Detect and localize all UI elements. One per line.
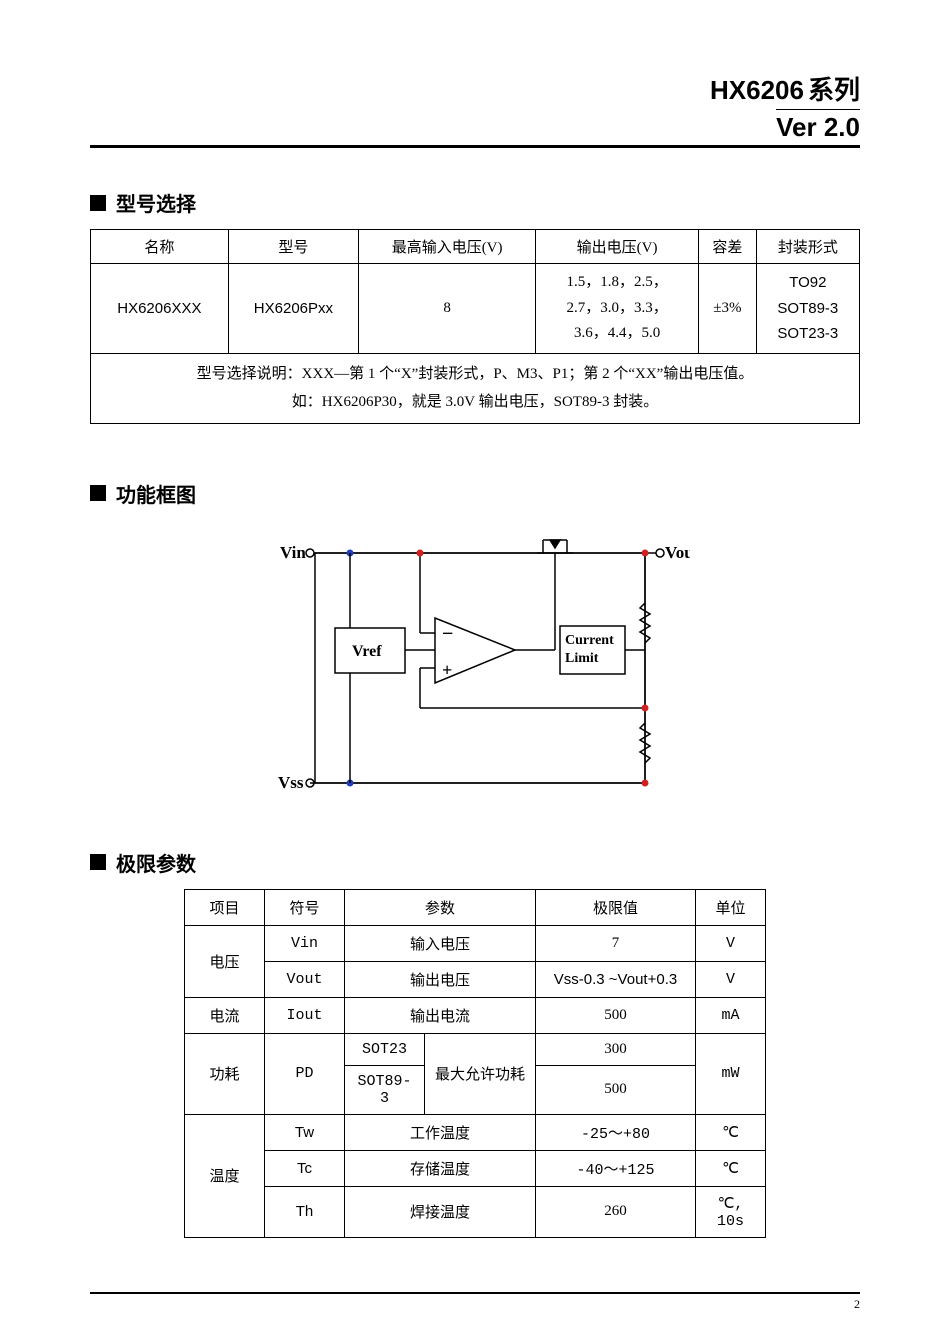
label-climit1: Current <box>565 633 614 648</box>
table-row: 电压 Vin 输入电压 7 V <box>184 925 765 961</box>
block-diagram: Vin Vou Vss Vref Current Limit − + <box>90 528 860 808</box>
cell: 7 <box>536 925 696 961</box>
cell: Vss-0.3 ~Vout+0.3 <box>536 961 696 997</box>
label-plus: + <box>442 660 452 680</box>
cell: 最大允许功耗 <box>424 1033 535 1114</box>
cell: 电压 <box>184 925 264 997</box>
col-param: 参数 <box>344 889 535 925</box>
col-vout: 输出电压(V) <box>536 230 699 264</box>
col-item: 项目 <box>184 889 264 925</box>
model-selection-table: 名称 型号 最高输入电压(V) 输出电压(V) 容差 封装形式 HX6206XX… <box>90 229 860 424</box>
col-unit: 单位 <box>696 889 766 925</box>
cell: 300 <box>536 1033 696 1065</box>
cell: 电流 <box>184 997 264 1033</box>
cell-maxvin: 8 <box>359 264 536 354</box>
cell: 功耗 <box>184 1033 264 1114</box>
cell-name: HX6206XXX <box>91 264 229 354</box>
label-minus: − <box>442 623 453 645</box>
cell: Tc <box>264 1150 344 1186</box>
section2-header: 功能框图 <box>90 479 860 508</box>
cell: mA <box>696 997 766 1033</box>
bullet-icon <box>90 485 106 501</box>
label-vin: Vin <box>280 543 306 562</box>
table-row: HX6206XXX HX6206Pxx 8 1.5，1.8，2.5， 2.7，3… <box>91 264 860 354</box>
cell: 工作温度 <box>344 1114 535 1150</box>
series-suffix: 系列 <box>808 75 860 105</box>
cell: PD <box>264 1033 344 1114</box>
cell: 温度 <box>184 1114 264 1237</box>
bullet-icon <box>90 195 106 211</box>
col-maxvin: 最高输入电压(V) <box>359 230 536 264</box>
col-limit: 极限值 <box>536 889 696 925</box>
label-climit2: Limit <box>565 651 599 666</box>
col-tol: 容差 <box>699 230 757 264</box>
cell: ℃, 10s <box>696 1186 766 1237</box>
table-note-row: 型号选择说明：XXX—第 1 个“X”封装形式，P、M3、P1；第 2 个“XX… <box>91 353 860 423</box>
cell: Vin <box>264 925 344 961</box>
cell: 260 <box>536 1186 696 1237</box>
cell: ℃ <box>696 1150 766 1186</box>
cell-tol: ±3% <box>699 264 757 354</box>
cell: 焊接温度 <box>344 1186 535 1237</box>
section3-title: 极限参数 <box>116 848 196 877</box>
table-row: 电流 Iout 输出电流 500 mA <box>184 997 765 1033</box>
cell: 500 <box>536 1065 696 1114</box>
label-vout: Vou <box>665 543 690 562</box>
cell: -40～+125 <box>536 1150 696 1186</box>
cell-model: HX6206Pxx <box>228 264 358 354</box>
table-header-row: 项目 符号 参数 极限值 单位 <box>184 889 765 925</box>
section3-header: 极限参数 <box>90 848 860 877</box>
cell: 输出电流 <box>344 997 535 1033</box>
page-footer: 2 <box>90 1292 860 1312</box>
page-number: 2 <box>854 1297 860 1311</box>
cell-vout: 1.5，1.8，2.5， 2.7，3.0，3.3， 3.6，4.4，5.0 <box>536 264 699 354</box>
cell: 输入电压 <box>344 925 535 961</box>
cell: 输出电压 <box>344 961 535 997</box>
table-row: Tc 存储温度 -40～+125 ℃ <box>184 1150 765 1186</box>
cell: V <box>696 925 766 961</box>
cell: -25～+80 <box>536 1114 696 1150</box>
section1-header: 型号选择 <box>90 188 860 217</box>
col-model: 型号 <box>228 230 358 264</box>
col-name: 名称 <box>91 230 229 264</box>
cell: 500 <box>536 997 696 1033</box>
col-pkg: 封装形式 <box>756 230 859 264</box>
label-vref: Vref <box>352 643 382 660</box>
series-prefix: HX6206 <box>710 75 804 105</box>
bullet-icon <box>90 854 106 870</box>
diagram-svg: Vin Vou Vss Vref Current Limit − + <box>260 528 690 808</box>
note-line2: 如：HX6206P30，就是 3.0V 输出电压，SOT89-3 封装。 <box>95 388 855 417</box>
section1-title: 型号选择 <box>116 188 196 217</box>
cell-pkg: TO92 SOT89-3 SOT23-3 <box>756 264 859 354</box>
cell: Vout <box>264 961 344 997</box>
cell: Iout <box>264 997 344 1033</box>
cell: V <box>696 961 766 997</box>
cell: SOT23 <box>344 1033 424 1065</box>
section2-title: 功能框图 <box>116 479 196 508</box>
table-row: Vout 输出电压 Vss-0.3 ~Vout+0.3 V <box>184 961 765 997</box>
version-label: Ver 2.0 <box>776 109 860 143</box>
label-vss: Vss <box>278 773 304 792</box>
cell: Th <box>264 1186 344 1237</box>
table-row: 温度 Tw 工作温度 -25～+80 ℃ <box>184 1114 765 1150</box>
cell: mW <box>696 1033 766 1114</box>
cell: 存储温度 <box>344 1150 535 1186</box>
table-header-row: 名称 型号 最高输入电压(V) 输出电压(V) 容差 封装形式 <box>91 230 860 264</box>
table-row: Th 焊接温度 260 ℃, 10s <box>184 1186 765 1237</box>
col-sym: 符号 <box>264 889 344 925</box>
cell: ℃ <box>696 1114 766 1150</box>
note-line1: 型号选择说明：XXX—第 1 个“X”封装形式，P、M3、P1；第 2 个“XX… <box>95 360 855 389</box>
note-cell: 型号选择说明：XXX—第 1 个“X”封装形式，P、M3、P1；第 2 个“XX… <box>91 353 860 423</box>
cell: Tw <box>264 1114 344 1150</box>
table-row: 功耗 PD SOT23 最大允许功耗 300 mW <box>184 1033 765 1065</box>
page-header: HX6206 系列 Ver 2.0 <box>90 70 860 148</box>
cell: SOT89-3 <box>344 1065 424 1114</box>
limit-params-table: 项目 符号 参数 极限值 单位 电压 Vin 输入电压 7 V Vout 输出电… <box>184 889 766 1238</box>
